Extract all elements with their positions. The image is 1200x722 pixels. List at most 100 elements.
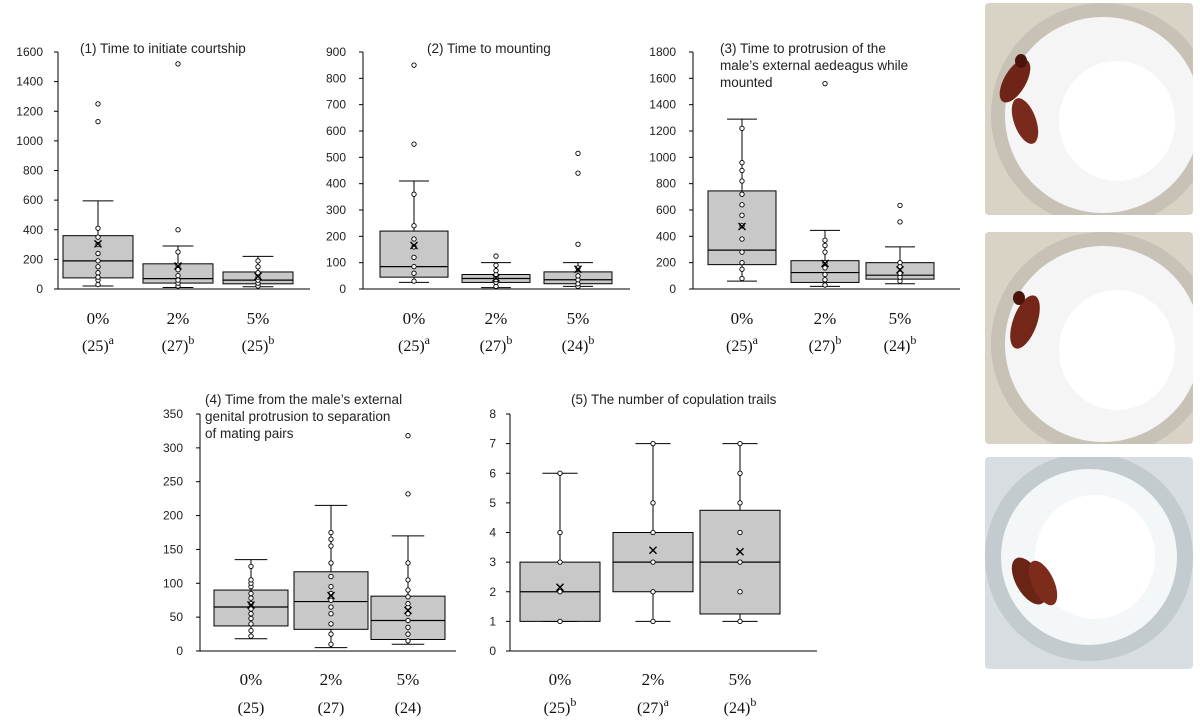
chart1-data-point [95,264,101,270]
chart2-data-point [411,236,417,242]
chart1-y-tick-label: 0 [36,282,43,296]
chart2-y-tick-label: 300 [326,203,346,217]
chart3-y-tick-label: 1400 [649,98,676,112]
chart5-y-tick-label: 3 [489,555,496,569]
chart3-y-tick-label: 600 [656,203,676,217]
chart1-data-point [95,250,101,257]
chart4-data-point [248,590,254,597]
chart5-category-label: 2% [642,670,665,689]
chart5-title-line: (5) The number of copulation trails [571,392,777,407]
chart5-y-tick-label: 1 [489,614,496,628]
chart3-data-point [822,271,828,278]
chart5-mean-marker [736,547,744,556]
chart2-mean-marker [492,273,500,282]
chart1-data-point [95,101,101,107]
chart4-data-point [248,628,254,634]
chart3-mean-marker [738,222,746,231]
chart1-title-line: (1) Time to initiate courtship [80,41,246,56]
chart2-data-point [411,263,417,270]
chart4-data-point [328,543,334,549]
chart5-data-point [650,440,656,447]
chart4-y-tick-label: 150 [163,542,183,556]
chart3-y-tick-label: 1600 [649,71,676,85]
chart5-sample-label: (25)b [544,695,577,717]
chart3-title-line: male’s external aedeagus while [720,58,908,73]
chart4-data-point [328,597,334,603]
chart2-mean-marker [410,241,418,250]
chart2-data-point [411,223,417,229]
chart2-data-point [575,170,581,176]
chart2-data-point [411,62,417,68]
chart4-sample-label: (27) [318,700,345,717]
chart2-sample-label: (27)b [480,333,513,355]
chart3-data-point [822,265,828,271]
chart1-mean-marker [174,262,182,271]
chart1-data-point [175,277,181,283]
chart4-data-point [405,638,411,644]
chart3-data-point [739,266,745,272]
chart5-sample-label: (27)a [637,695,670,717]
chart5-y-tick-label: 4 [489,526,496,540]
chart4-title-line: genital protrusion to separation [205,409,390,424]
chart5-data-point [737,559,743,565]
chart4-data-point [328,536,334,542]
chart5-data-point [557,470,563,476]
chart2-y-tick-label: 800 [326,71,346,85]
chart4-y-tick-label: 100 [163,576,183,590]
chart5-data-point [737,440,743,447]
chart1-y-tick-label: 1600 [16,45,43,59]
chart4-data-point [248,606,254,612]
chart1-sample-label: (27)b [162,333,195,355]
chart2-y-tick-label: 400 [326,177,346,191]
chart4-data-point [405,624,411,630]
chart2-y-tick-label: 0 [339,282,346,296]
chart5-data-point [737,618,743,625]
chart5-category-label: 5% [729,670,752,689]
chart5-data-point [650,529,656,536]
chart1-y-tick-label: 400 [23,223,43,237]
chart4-title-line: of mating pairs [205,426,294,441]
chart4-y-tick-label: 200 [163,509,183,523]
chart5-data-point [737,529,743,536]
chart3-data-point [822,277,828,283]
chart3-data-point [897,260,903,266]
chart2-mean-marker [574,265,582,274]
chart2-data-point [493,253,499,259]
chart1-data-point [175,273,181,279]
chart1-y-tick-label: 200 [23,252,43,266]
chart4-data-point [248,615,254,622]
chart3-data-point [739,159,745,166]
chart4-mean-marker [247,600,255,609]
chart2-data-point [411,191,417,197]
chart2-title-line: (2) Time to mounting [427,41,551,56]
chart3-data-point [739,167,745,174]
chart5-y-tick-label: 0 [489,644,496,658]
chart3-mean-marker [896,265,904,274]
chart3-y-tick-label: 400 [656,229,676,243]
chart1-data-point [95,258,101,264]
chart3-y-tick-label: 200 [656,256,676,270]
chart1-data-point [95,234,101,240]
chart3-data-point [739,275,745,282]
chart4-category-label: 5% [397,670,420,689]
chart1-data-point [175,227,181,233]
chart1-mean-marker [94,239,102,248]
chart3-sample-label: (27)b [809,333,842,355]
chart3-y-tick-label: 800 [656,177,676,191]
chart3-data-point [739,260,745,266]
chart4-data-point [328,584,334,590]
chart2-y-tick-label: 100 [326,256,346,270]
chart5-data-point [650,500,656,506]
chart4-data-point [405,594,411,600]
chart2-y-tick-label: 200 [326,229,346,243]
chart4-data-point [328,573,334,580]
chart4-category-label: 0% [240,670,263,689]
chart1-data-point [95,274,101,280]
chart3-data-point [739,249,745,255]
chart5-data-point [557,529,563,536]
chart5-data-point [650,589,656,595]
chart4-y-tick-label: 250 [163,475,183,489]
chart3-data-point [822,282,828,288]
chart4-data-point [405,600,411,607]
